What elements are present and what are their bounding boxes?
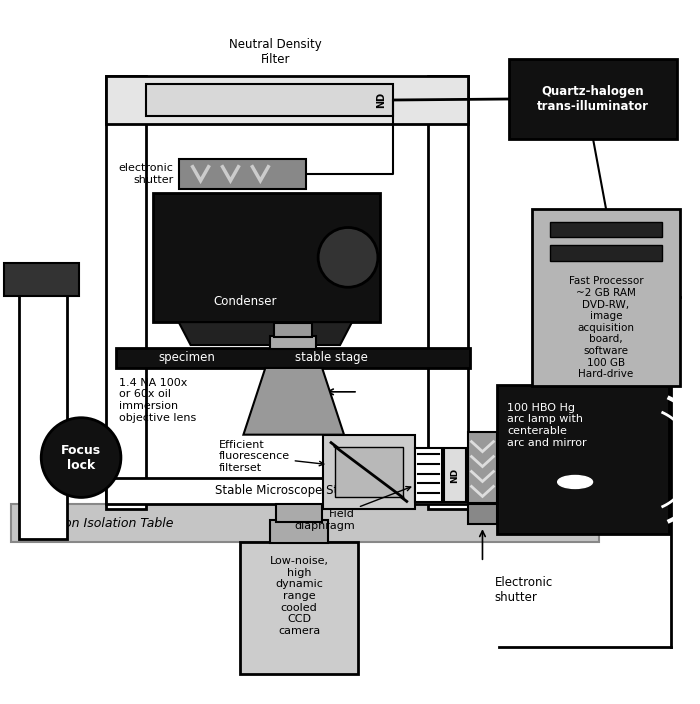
Text: Low-noise,
high
dynamic
range
cooled
CCD
camera: Low-noise, high dynamic range cooled CCD… bbox=[270, 556, 329, 636]
Text: Focus
lock: Focus lock bbox=[61, 444, 101, 472]
Bar bbox=[428, 76, 468, 510]
Text: 1.4 NA 100x
or 60x oil
immersion
objective lens: 1.4 NA 100x or 60x oil immersion objecti… bbox=[119, 378, 196, 422]
Text: Electronic
shutter: Electronic shutter bbox=[494, 576, 553, 604]
Text: Efficient
fluorescence
filterset: Efficient fluorescence filterset bbox=[218, 440, 324, 473]
Bar bbox=[498, 385, 668, 534]
Text: ND: ND bbox=[450, 467, 459, 482]
Bar bbox=[532, 208, 680, 386]
Text: stable stage: stable stage bbox=[295, 351, 368, 365]
Bar bbox=[178, 159, 306, 189]
Bar bbox=[276, 504, 322, 522]
Bar bbox=[444, 448, 466, 503]
Bar bbox=[270, 520, 328, 543]
Bar bbox=[550, 246, 662, 261]
Text: Stable Microscope Stand: Stable Microscope Stand bbox=[216, 484, 361, 497]
Bar bbox=[106, 76, 468, 124]
Bar bbox=[414, 448, 442, 503]
Text: Neutral Density
Filter: Neutral Density Filter bbox=[229, 38, 322, 66]
Bar bbox=[510, 59, 677, 139]
Text: Vibration Isolation Table: Vibration Isolation Table bbox=[23, 517, 174, 530]
Text: Field
diaphragm: Field diaphragm bbox=[294, 486, 411, 531]
Bar bbox=[468, 432, 498, 503]
Bar bbox=[270, 336, 316, 349]
Bar bbox=[240, 542, 358, 674]
Polygon shape bbox=[244, 368, 344, 434]
Bar bbox=[146, 84, 393, 116]
Bar bbox=[4, 263, 79, 296]
Bar bbox=[20, 275, 67, 539]
Text: 100 HBO Hg
arc lamp with
centerable
arc and mirror: 100 HBO Hg arc lamp with centerable arc … bbox=[508, 403, 587, 448]
Circle shape bbox=[318, 227, 378, 287]
Bar bbox=[116, 348, 470, 368]
Text: ND: ND bbox=[376, 92, 386, 108]
Bar bbox=[106, 477, 468, 504]
Polygon shape bbox=[178, 322, 352, 345]
Bar bbox=[323, 434, 414, 510]
Ellipse shape bbox=[558, 475, 592, 489]
Bar bbox=[550, 222, 662, 237]
Bar bbox=[468, 504, 498, 524]
Bar bbox=[335, 446, 402, 498]
Bar bbox=[274, 323, 312, 337]
Bar bbox=[106, 76, 146, 510]
Bar bbox=[11, 504, 599, 542]
Text: Quartz-halogen
trans-illuminator: Quartz-halogen trans-illuminator bbox=[537, 85, 649, 113]
Text: Fast Processor
~2 GB RAM
DVD-RW,
image
acquisition
board,
software
100 GB
Hard-d: Fast Processor ~2 GB RAM DVD-RW, image a… bbox=[568, 276, 643, 379]
Bar bbox=[153, 193, 380, 322]
Text: specimen: specimen bbox=[159, 351, 216, 365]
Circle shape bbox=[41, 417, 121, 498]
Text: Condenser: Condenser bbox=[214, 295, 277, 308]
Text: electronic
shutter: electronic shutter bbox=[119, 163, 174, 184]
